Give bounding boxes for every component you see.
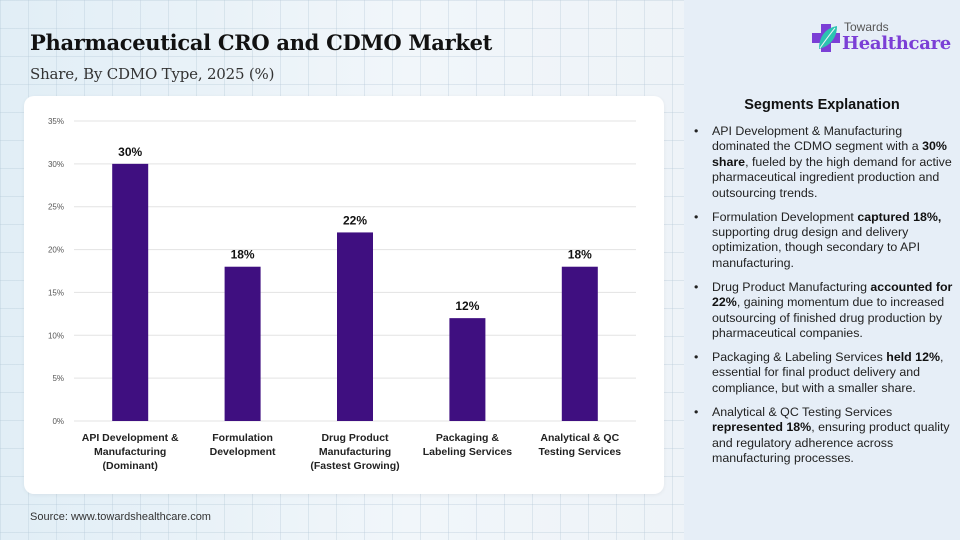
x-category-label-line: API Development & xyxy=(82,432,179,444)
data-label: 18% xyxy=(231,248,255,262)
data-label: 22% xyxy=(343,213,367,227)
x-category-label-line: Formulation xyxy=(212,432,273,444)
segment-explanation-item: Analytical & QC Testing Services represe… xyxy=(694,405,956,467)
bar-chart: 0% 5% 10% 15% 20% 25% 30% 35% 30% API Development… xyxy=(48,117,636,472)
x-category-label-line: Analytical & QC xyxy=(540,432,619,444)
brand-logo: Towards Healthcare xyxy=(810,18,951,58)
bar xyxy=(224,266,261,421)
y-tick-label: 35% xyxy=(48,117,64,126)
x-category-label-line: Labeling Services xyxy=(423,446,512,458)
x-category-label: API Development & Manufacturing (Dominant) xyxy=(82,432,179,472)
body-text: , fueled by the high demand for active p… xyxy=(712,154,952,200)
bar xyxy=(561,266,598,421)
source-note: Source: www.towardshealthcare.com xyxy=(30,511,211,523)
x-category-label-line: Packaging & xyxy=(436,432,499,444)
x-category-label-line: Development xyxy=(210,446,276,458)
highlight-text: represented 18% xyxy=(712,420,812,435)
y-tick-label: 0% xyxy=(52,417,64,426)
x-category-label: Packaging & Labeling Services xyxy=(423,432,512,458)
y-tick-label: 10% xyxy=(48,331,64,340)
body-text: API Development & Manufacturing dominate… xyxy=(712,124,923,154)
x-category-label-line: Testing Services xyxy=(538,446,621,458)
body-text: Analytical & QC Testing Services xyxy=(712,404,893,419)
y-tick-label: 30% xyxy=(48,160,64,169)
highlight-text: 30% share xyxy=(712,139,947,169)
x-category-label: Drug Product Manufacturing (Fastest Growin… xyxy=(310,432,399,472)
page-title: Pharmaceutical CRO and CDMO Market xyxy=(30,30,493,55)
body-text: , essential for final product delivery a… xyxy=(712,350,944,395)
x-category-label-line: (Fastest Growing) xyxy=(310,460,399,472)
bar xyxy=(112,163,149,421)
x-category-label-line: Manufacturing xyxy=(319,446,391,458)
segment-explanation-item: API Development & Manufacturing dominate… xyxy=(694,124,956,201)
body-text: supporting drug design and delivery opti… xyxy=(712,225,921,270)
y-tick-label: 25% xyxy=(48,203,64,212)
chart-card: 0% 5% 10% 15% 20% 25% 30% 35% 30% API Development… xyxy=(24,96,664,494)
segment-explanation-item: Packaging & Labeling Services held 12%, … xyxy=(694,350,956,396)
x-category-label: Analytical & QC Testing Services xyxy=(538,432,621,458)
x-category-label-line: Manufacturing xyxy=(94,446,166,458)
body-text: Formulation Development xyxy=(712,209,858,224)
body-text: Packaging & Labeling Services xyxy=(712,350,887,365)
data-label: 18% xyxy=(568,248,592,262)
y-tick-label: 5% xyxy=(52,374,64,383)
medical-cross-leaf-icon xyxy=(812,24,840,52)
data-label: 12% xyxy=(455,299,479,313)
segments-title: Segments Explanation xyxy=(744,97,900,113)
segment-explanation-item: Formulation Development captured 18%, su… xyxy=(694,210,956,272)
page-subtitle: Share, By CDMO Type, 2025 (%) xyxy=(30,65,275,83)
highlight-text: accounted for 22% xyxy=(712,279,953,310)
body-text: , ensuring product quality and regulator… xyxy=(712,420,950,466)
highlight-text: held 12% xyxy=(886,350,940,365)
x-category-label-line: (Dominant) xyxy=(102,460,157,472)
logo-text-bottom: Healthcare xyxy=(842,33,951,54)
body-text: Drug Product Manufacturing xyxy=(712,279,871,294)
highlight-text: captured 18%, xyxy=(857,209,942,224)
bar xyxy=(449,318,486,421)
segments-list: API Development & Manufacturing dominate… xyxy=(694,124,956,475)
y-tick-label: 20% xyxy=(48,246,64,255)
body-text: , gaining momentum due to increased outs… xyxy=(712,295,945,341)
x-category-label: Formulation Development xyxy=(210,432,276,458)
y-tick-label: 15% xyxy=(48,288,64,297)
x-category-label-line: Drug Product xyxy=(321,432,389,444)
data-label: 30% xyxy=(118,145,142,159)
bar xyxy=(337,232,373,421)
logo-text-top: Towards xyxy=(844,20,889,34)
segment-explanation-item: Drug Product Manufacturing accounted for… xyxy=(694,280,956,342)
